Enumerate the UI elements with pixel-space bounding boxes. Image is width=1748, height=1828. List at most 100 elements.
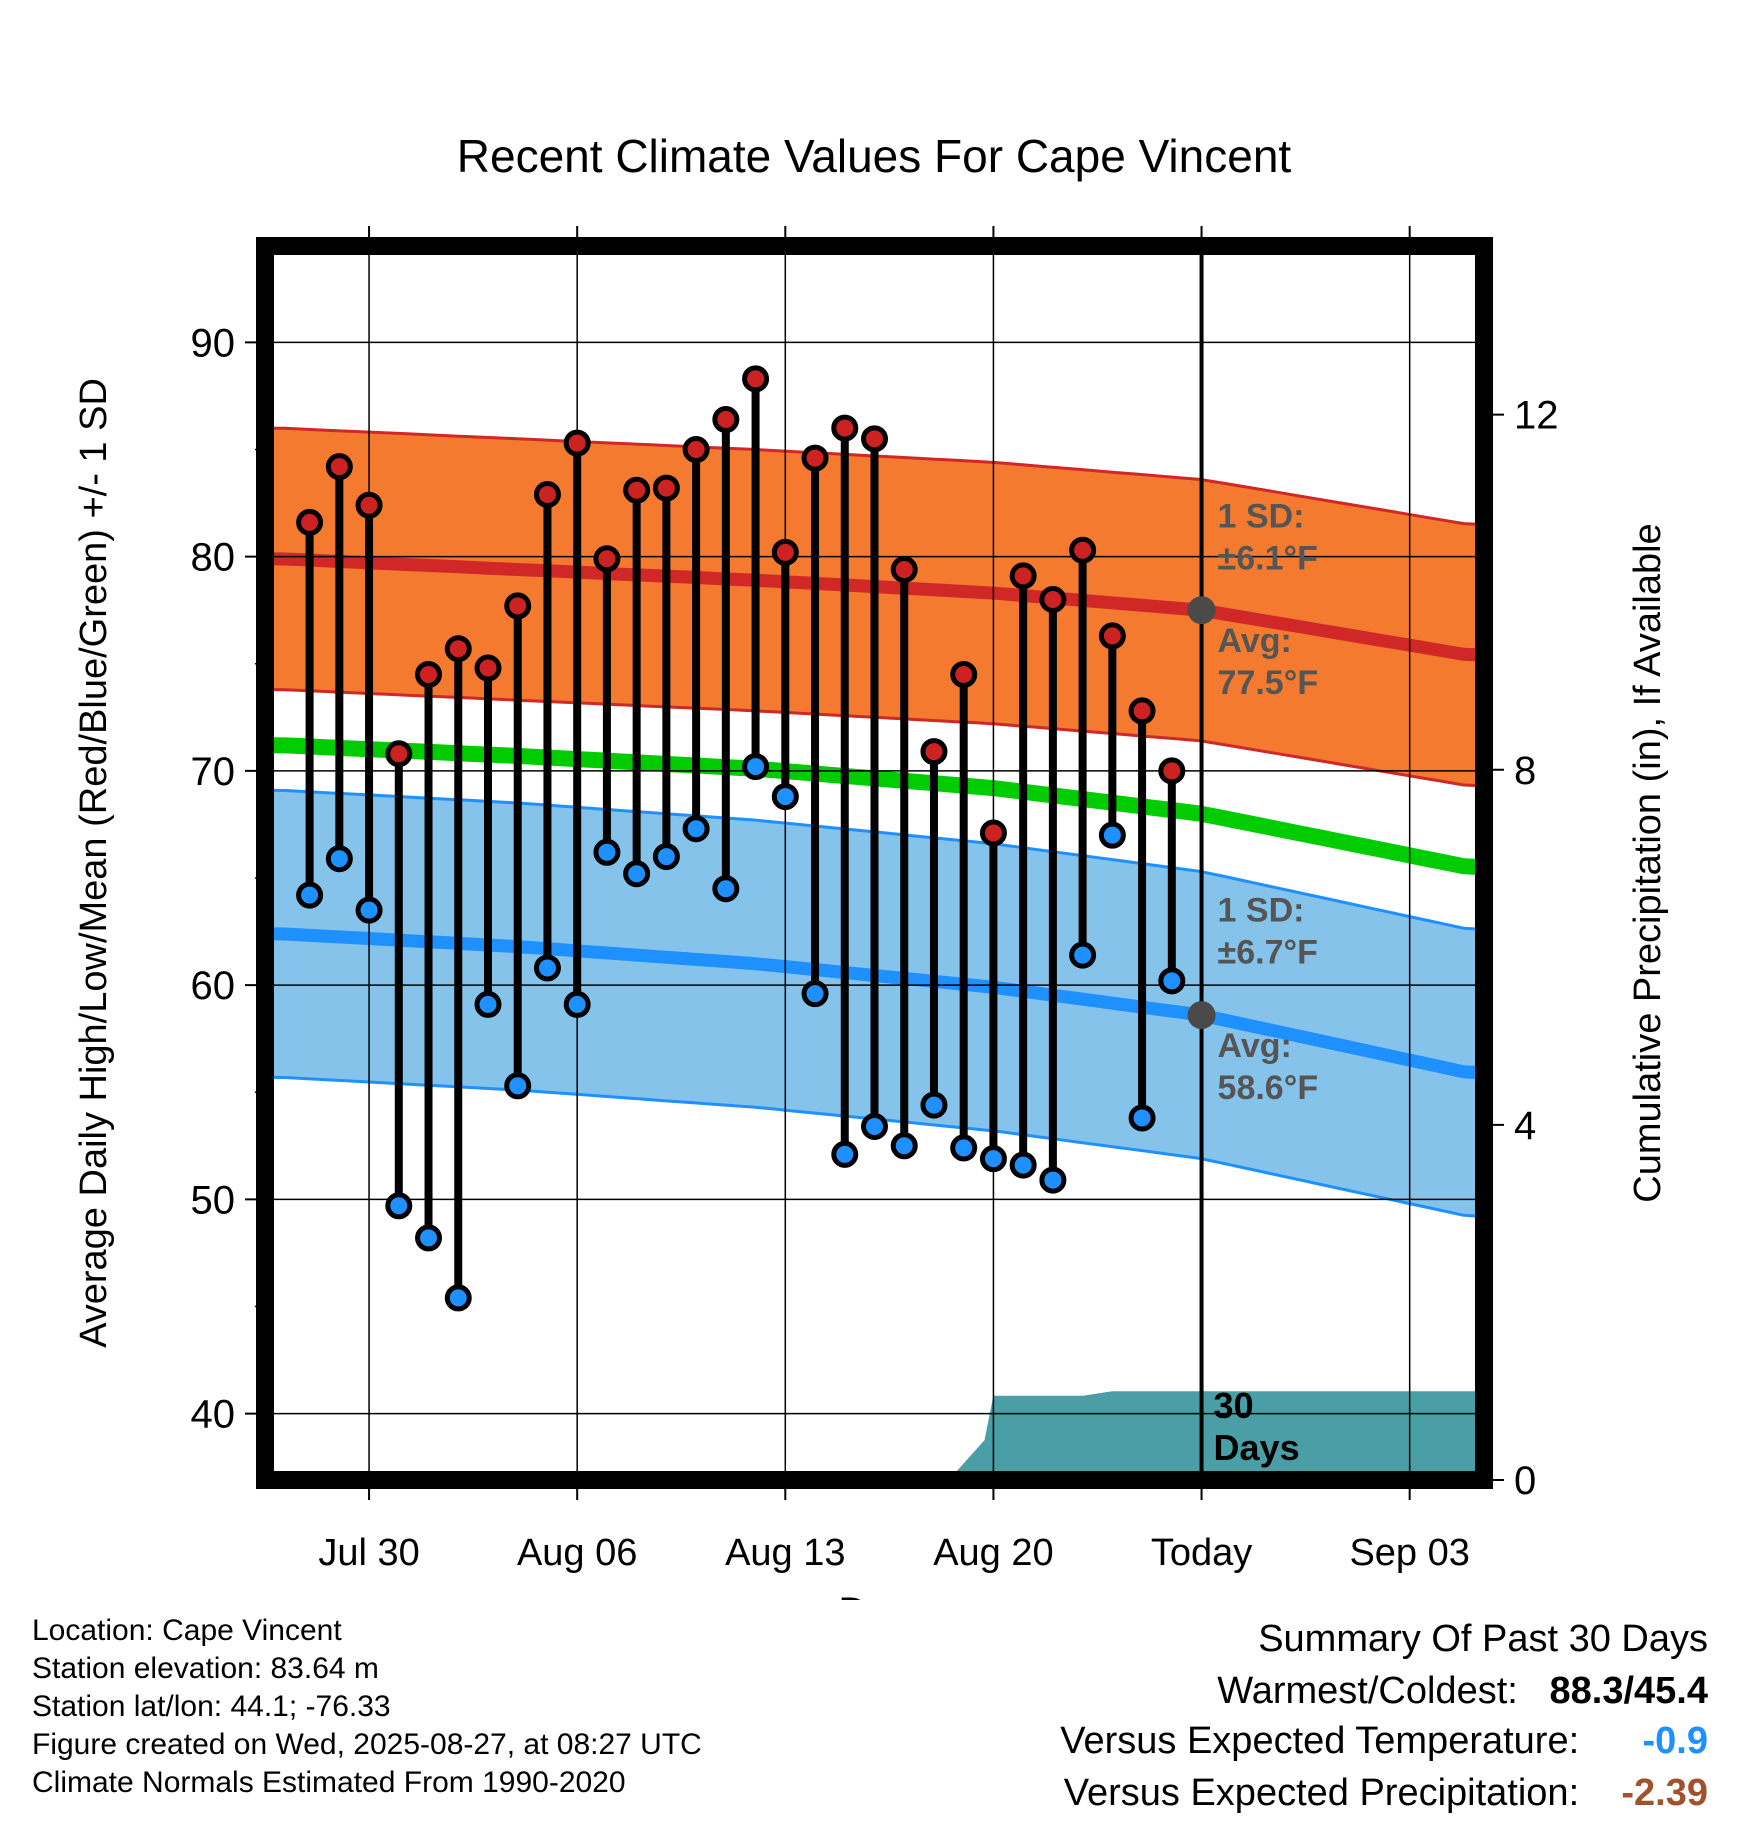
daily-low-point (890, 1132, 918, 1160)
x-axis-title: Day (838, 1590, 909, 1600)
daily-high-point (325, 453, 353, 481)
daily-low-point (296, 881, 324, 909)
daily-high-point (920, 738, 948, 766)
precip-tick-label: 0 (1514, 1459, 1536, 1503)
daily-low-point (623, 860, 651, 888)
daily-low-point (1128, 1104, 1156, 1132)
summary-temp: Versus Expected Temperature: -0.9 (1060, 1720, 1708, 1763)
daily-low-point (831, 1140, 859, 1168)
daily-high-point (504, 592, 532, 620)
precip-tick-label: 8 (1514, 749, 1536, 793)
daily-high-point (623, 476, 651, 504)
high-sd-value: ±6.1°F (1218, 540, 1318, 578)
daily-low-point (444, 1284, 472, 1312)
daily-low-point (563, 990, 591, 1018)
high-avg-label: Avg: (1218, 622, 1292, 660)
daily-low-point (861, 1113, 888, 1141)
daily-low-point (415, 1224, 443, 1252)
today-days-label-unit: Days (1214, 1427, 1300, 1468)
daily-low-point (920, 1091, 948, 1119)
meta-location: Location: Cape Vincent (32, 1614, 342, 1647)
daily-high-point (1009, 562, 1037, 590)
y-tick-label: 50 (191, 1178, 236, 1222)
daily-high-point (355, 491, 383, 519)
today-low-avg-point (1187, 1001, 1216, 1030)
meta-normals: Climate Normals Estimated From 1990-2020 (32, 1766, 626, 1799)
summary-precip-value: -2.39 (1621, 1772, 1708, 1814)
daily-low-point (1069, 941, 1097, 969)
x-tick-label: Aug 13 (725, 1532, 845, 1574)
daily-low-point (1158, 967, 1186, 995)
daily-high-point (771, 538, 799, 566)
daily-high-point (1128, 697, 1156, 725)
daily-high-point (296, 508, 324, 536)
daily-high-point (682, 436, 710, 464)
daily-high-point (533, 481, 561, 509)
daily-high-point (801, 444, 829, 472)
daily-low-point (950, 1134, 978, 1162)
daily-high-point (979, 819, 1007, 847)
high-avg-value: 77.5°F (1218, 664, 1319, 702)
daily-high-point (415, 660, 443, 688)
summary-warmest-label: Warmest/Coldest: (1217, 1670, 1518, 1712)
y-tick-label: 80 (191, 536, 236, 580)
x-tick-label: Sep 03 (1349, 1532, 1469, 1574)
daily-low-point (504, 1072, 532, 1100)
plot-frame (256, 237, 1493, 1489)
daily-high-point (385, 740, 413, 768)
y-tick-label: 40 (191, 1393, 236, 1437)
daily-low-point (325, 845, 353, 873)
y-tick-label: 90 (191, 321, 236, 365)
daily-high-point (1158, 757, 1186, 785)
climate-chart: Recent Climate Values For Cape Vincent 1… (73, 130, 1669, 1600)
daily-low-point (801, 980, 829, 1008)
summary-temp-label: Versus Expected Temperature: (1060, 1720, 1580, 1762)
summary-warmest-value: 88.3/45.4 (1549, 1670, 1708, 1712)
daily-high-point (831, 414, 859, 442)
y-tick-label: 60 (191, 964, 236, 1008)
summary-temp-value: -0.9 (1642, 1720, 1708, 1762)
daily-low-point (1098, 821, 1126, 849)
meta-elevation: Station elevation: 83.64 m (32, 1652, 379, 1685)
daily-low-point (474, 990, 502, 1018)
daily-low-point (385, 1192, 413, 1220)
y-axis-title-right: Cumulative Precipitation (in), If Availa… (1627, 523, 1669, 1202)
daily-high-point (652, 474, 680, 502)
x-tick-label: Jul 30 (318, 1532, 419, 1574)
daily-high-point (474, 654, 502, 682)
summary-precip-label: Versus Expected Precipitation: (1063, 1772, 1580, 1814)
daily-high-point (1069, 536, 1097, 564)
precip-tick-label: 4 (1514, 1104, 1536, 1148)
daily-low-point (712, 875, 740, 903)
daily-high-point (861, 425, 888, 453)
chart-title: Recent Climate Values For Cape Vincent (457, 130, 1292, 182)
daily-high-point (1039, 585, 1067, 613)
x-tick-label: Aug 20 (933, 1532, 1053, 1574)
daily-high-point (950, 660, 978, 688)
low-avg-value: 58.6°F (1218, 1069, 1319, 1107)
low-avg-label: Avg: (1218, 1027, 1292, 1065)
daily-high-point (890, 555, 918, 583)
daily-high-point (742, 365, 770, 393)
low-sd-value: ±6.7°F (1218, 934, 1318, 972)
daily-low-point (742, 753, 770, 781)
daily-low-point (1009, 1151, 1037, 1179)
plot-inner: 1 SD: ±6.1°F Avg: 77.5°F 1 SD: ±6.7°F Avg: 58.6… (265, 246, 1484, 1480)
precip-tick-label: 12 (1514, 394, 1559, 438)
daily-low-point (593, 838, 621, 866)
summary-precip: Versus Expected Precipitation: -2.39 (1064, 1772, 1708, 1815)
meta-latlon: Station lat/lon: 44.1; -76.33 (32, 1690, 391, 1723)
today-high-avg-point (1187, 596, 1216, 625)
y-tick-label: 70 (191, 750, 236, 794)
daily-low-point (682, 815, 710, 843)
daily-high-point (712, 406, 740, 434)
chart-meta: Location: Cape Vincent Station elevation… (32, 1612, 702, 1802)
summary-warmest: Warmest/Coldest: 88.3/45.4 (1217, 1670, 1708, 1713)
high-sd-label: 1 SD: (1218, 498, 1305, 536)
daily-high-point (593, 545, 621, 573)
meta-created: Figure created on Wed, 2025-08-27, at 08… (32, 1728, 702, 1761)
daily-low-point (533, 954, 561, 982)
y-axis-title-left: Average Daily High/Low/Mean (Red/Blue/Gr… (73, 378, 115, 1348)
daily-low-point (1039, 1166, 1067, 1194)
x-tick-label: Aug 06 (517, 1532, 637, 1574)
